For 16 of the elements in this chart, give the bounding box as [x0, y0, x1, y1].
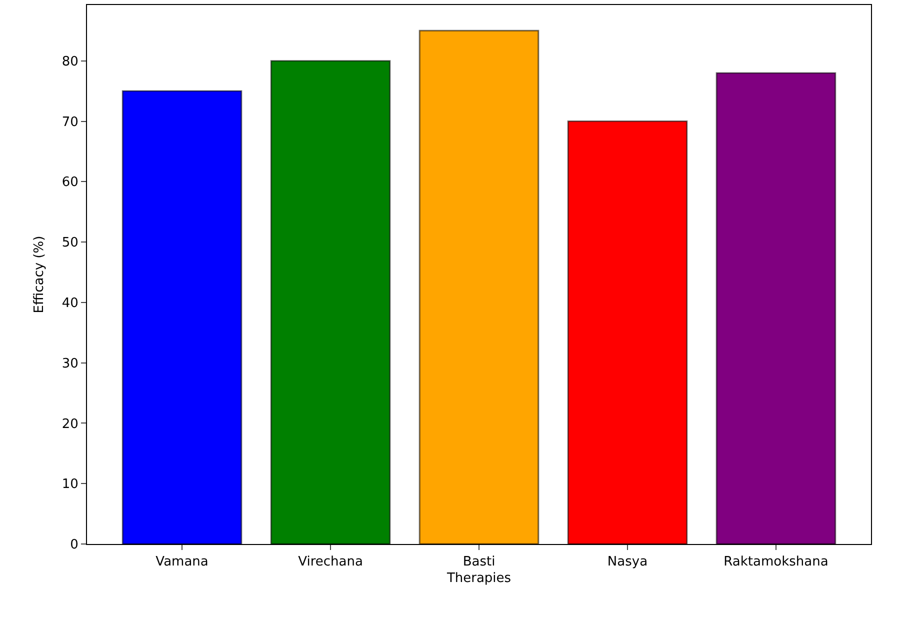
- x-tick-label: Basti: [462, 554, 496, 570]
- y-tick-label: 20: [62, 416, 78, 432]
- x-tick-label: Raktamokshana: [724, 554, 828, 570]
- y-tick-label: 80: [62, 54, 78, 70]
- y-tick-label: 0: [70, 538, 78, 553]
- y-tick-label: 70: [62, 114, 78, 130]
- y-tick-label: 60: [62, 175, 78, 190]
- y-axis-title: Efficacy (%): [32, 236, 47, 314]
- x-axis-title: Therapies: [446, 571, 512, 586]
- x-tick-label: Nasya: [607, 554, 648, 570]
- y-tick-label: 10: [62, 477, 78, 492]
- x-tick-label: Virechana: [298, 554, 363, 570]
- y-tick-label: 30: [62, 356, 78, 372]
- y-tick-label: 40: [62, 296, 78, 311]
- x-tick-label: Vamana: [156, 554, 208, 570]
- y-tick-label: 50: [62, 236, 78, 251]
